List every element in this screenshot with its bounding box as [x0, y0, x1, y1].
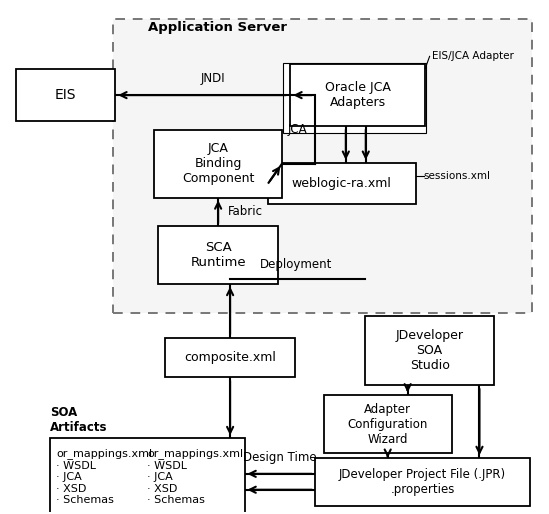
Text: JDeveloper
SOA
Studio: JDeveloper SOA Studio	[396, 329, 463, 372]
Text: Deployment: Deployment	[260, 258, 332, 271]
Bar	[315, 458, 530, 506]
Bar	[50, 438, 244, 514]
Bar	[324, 395, 451, 453]
Bar	[16, 69, 115, 121]
Text: EIS: EIS	[55, 88, 76, 102]
Bar	[154, 130, 282, 197]
Bar	[290, 64, 425, 126]
Text: weblogic-ra.xml: weblogic-ra.xml	[292, 177, 392, 190]
Text: or_mappings.xml
· WSDL
· JCA
· XSD
· Schemas: or_mappings.xml · WSDL · JCA · XSD · Sch…	[56, 448, 152, 505]
Text: SCA
Runtime: SCA Runtime	[191, 241, 246, 269]
Bar	[268, 163, 416, 205]
Text: JDeveloper Project File (.JPR)
.properties: JDeveloper Project File (.JPR) .properti…	[339, 468, 506, 496]
Text: JCA: JCA	[287, 123, 307, 136]
Text: JCA
Binding
Component: JCA Binding Component	[182, 142, 254, 185]
Text: composite.xml: composite.xml	[184, 351, 276, 364]
Bar	[165, 338, 295, 377]
Text: Fabric: Fabric	[228, 206, 263, 218]
Text: EIS/JCA Adapter: EIS/JCA Adapter	[432, 51, 513, 61]
Text: SOA
Artifacts: SOA Artifacts	[50, 406, 108, 434]
Text: or_mappings.xml
· WSDL
· JCA
· XSD
· Schemas: or_mappings.xml · WSDL · JCA · XSD · Sch…	[147, 448, 243, 505]
Text: Oracle JCA
Adapters: Oracle JCA Adapters	[325, 81, 391, 109]
Text: JNDI: JNDI	[200, 72, 225, 85]
Text: Design Time: Design Time	[243, 451, 317, 464]
Bar	[365, 316, 495, 386]
Text: Application Server: Application Server	[148, 21, 287, 34]
Bar	[283, 63, 426, 134]
Text: sessions.xml: sessions.xml	[424, 171, 491, 180]
Text: Adapter
Configuration
Wizard: Adapter Configuration Wizard	[348, 402, 428, 446]
Bar	[114, 19, 533, 313]
Bar	[158, 226, 278, 284]
